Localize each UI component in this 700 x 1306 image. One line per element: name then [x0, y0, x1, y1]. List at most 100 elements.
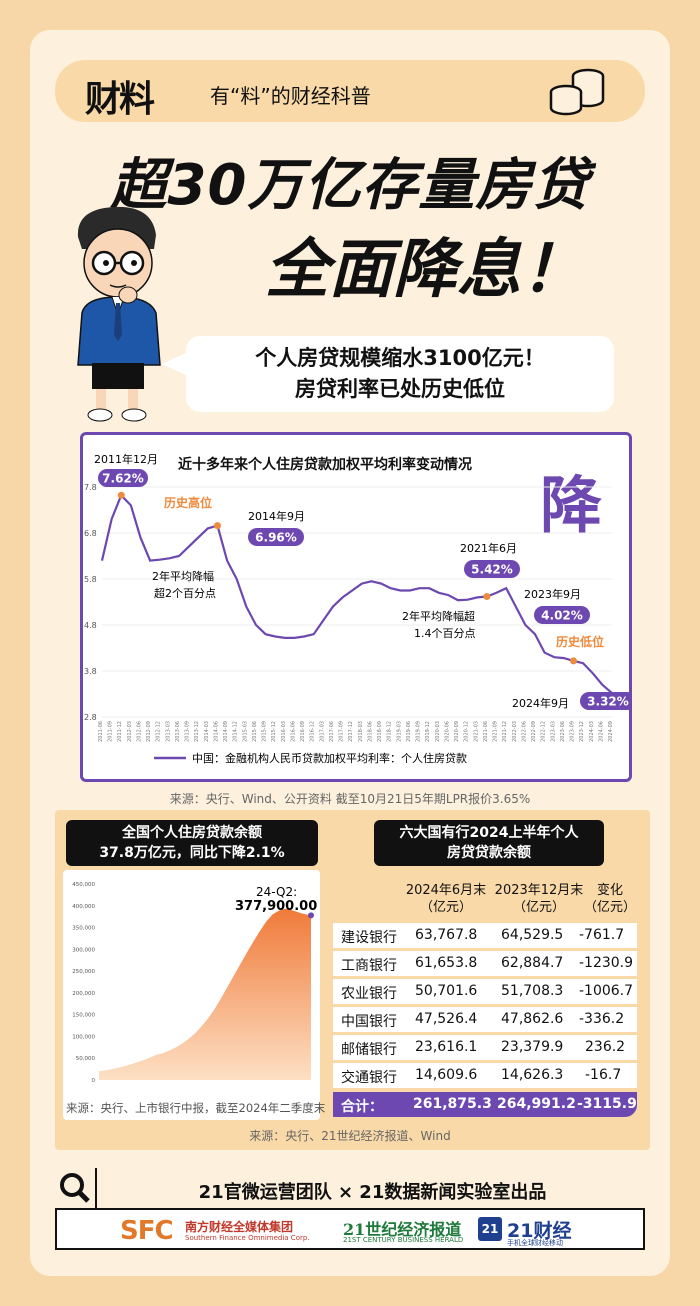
balance-change: -1230.9: [579, 955, 634, 971]
x-tick-label: 2014-06: [213, 721, 219, 742]
a2021-value-pill: [464, 560, 520, 578]
balance-2023: 14,626.3: [501, 1067, 564, 1083]
highlight-point: [213, 522, 221, 530]
a2014-date: 2014年9月: [248, 509, 305, 523]
x-tick-label: 2023-03: [550, 721, 556, 742]
table-row: 建设银行 63,767.8 64,529.5 -761.7: [333, 923, 637, 948]
y-tick-label: 150,000: [72, 1013, 95, 1019]
balance-2024: 61,653.8: [415, 955, 478, 971]
a2014-value-pill: [248, 528, 304, 546]
last-point: [308, 912, 314, 919]
balance-2023: 23,379.9: [501, 1039, 564, 1055]
y-tick-label: 4.8: [84, 621, 97, 630]
bank-title-line-1: 六大国有行2024上半年个人: [399, 825, 579, 841]
a2014-value: 6.96%: [255, 531, 297, 545]
balance-change: 236.2: [585, 1039, 626, 1055]
col-header-3: 变化 （亿元）: [584, 882, 636, 916]
bank-name: 工商银行: [341, 958, 397, 974]
bubble-line-2: 房贷利率已处历史低位: [295, 377, 505, 401]
x-tick-label: 2021-09: [493, 721, 499, 742]
table-row: 交通银行 14,609.6 14,626.3 -16.7: [333, 1063, 637, 1088]
x-tick-label: 2018-06: [367, 721, 373, 742]
x-tick-label: 2014-09: [223, 721, 229, 742]
x-tick-label: 2019-12: [425, 721, 431, 742]
x-tick-label: 2017-12: [348, 721, 354, 742]
brand-slogan: 有“料”的财经科普: [210, 84, 371, 108]
x-tick-label: 2019-03: [396, 721, 402, 742]
21cj-logo-sub: 手机全球财经移动: [507, 1239, 563, 1247]
speech-bubble: 个人房贷规模缩水3100亿元！ 房贷利率已处历史低位: [186, 336, 614, 412]
y-tick-label: 2.8: [84, 713, 97, 722]
x-tick-label: 2012-12: [156, 721, 162, 742]
x-tick-label: 2020-09: [454, 721, 460, 742]
balance-2023: 47,862.6: [501, 1011, 564, 1027]
last-value: 377,900.00: [235, 899, 317, 914]
x-tick-label: 2013-09: [185, 721, 191, 742]
a2024-date: 2024年9月: [512, 696, 569, 710]
total-label: 合计：: [341, 1099, 383, 1115]
rate-series-line: [100, 493, 613, 694]
table-row: 工商银行 61,653.8 62,884.7 -1230.9: [333, 951, 637, 976]
rate-chart-title: 近十多年来个人住房贷款加权平均利率变动情况: [178, 457, 472, 473]
balance-area: [99, 908, 311, 1080]
col-1-line-2: （亿元）: [419, 900, 472, 915]
bubble-tail: [162, 352, 188, 376]
col-1-line-1: 2024年6月末: [405, 883, 487, 898]
peak-note: 历史高位: [164, 495, 212, 510]
balance-change: -761.7: [579, 927, 625, 943]
x-tick-label: 2022-09: [531, 721, 537, 742]
headline-1: 超30万亿存量房贷: [110, 153, 590, 218]
x-tick-label: 2018-12: [387, 721, 393, 742]
x-tick-label: 2016-06: [290, 721, 296, 742]
bank-name: 建设银行: [341, 930, 397, 946]
a2023-date: 2023年9月: [524, 587, 581, 601]
a2024-value: 3.32%: [587, 695, 629, 709]
bank-table-title: 六大国有行2024上半年个人 房贷贷款余额: [374, 820, 604, 866]
big-down-char: 降: [540, 469, 603, 542]
y-tick-label: 350,000: [72, 926, 95, 932]
21cj-logo: 21财经: [507, 1220, 572, 1242]
x-tick-label: 2024-06: [598, 721, 604, 742]
x-tick-label: 2011-12: [117, 721, 123, 742]
drop1-line-1: 2年平均降幅: [152, 569, 214, 583]
x-tick-label: 2023-06: [560, 721, 566, 742]
x-tick-label: 2023-12: [579, 721, 585, 742]
x-tick-label: 2015-12: [271, 721, 277, 742]
footer-credit-bar: [55, 1168, 645, 1210]
bank-name: 交通银行: [341, 1070, 397, 1086]
x-tick-label: 2019-06: [406, 721, 412, 742]
loan-balance-area-chart: 450,000 400,000 350,000 300,000 250,000 200,0…: [72, 882, 317, 1084]
x-tick-label: 2022-12: [541, 721, 547, 742]
x-tick-label: 2015-03: [242, 721, 248, 742]
x-tick-label: 2020-06: [444, 721, 450, 742]
balance-2024: 14,609.6: [415, 1067, 478, 1083]
y-tick-label: 0: [92, 1078, 96, 1084]
rate-chart-source: 来源：央行、Wind、公开资料 截至10月21日5年期LPR报价3.65%: [169, 792, 531, 806]
a2024-value-pill: [580, 692, 632, 710]
table-row: 邮储银行 23,616.1 23,379.9 236.2: [333, 1035, 637, 1060]
x-tick-label: 2016-12: [310, 721, 316, 742]
x-tick-label: 2021-03: [473, 721, 479, 742]
total-change: -3115.9: [577, 1096, 637, 1112]
area-title-line-1: 全国个人住房贷款余额: [122, 825, 262, 841]
x-tick-label: 2011-06: [98, 721, 104, 742]
peak-date: 2011年12月: [94, 452, 158, 466]
x-tick-label: 2013-03: [165, 721, 171, 742]
col-3-line-2: （亿元）: [584, 900, 637, 915]
y-tick-label: 100,000: [72, 1034, 95, 1040]
highlight-point: [570, 657, 578, 665]
footer-credit: 21官微运营团队 × 21数据新闻实验室出品: [198, 1182, 547, 1203]
coins-icon: [549, 68, 605, 116]
21c-herald-logo-en: 21ST CENTURY BUSINESS HERALD: [343, 1236, 464, 1244]
headline-2: 全面降息！: [265, 233, 585, 307]
x-tick-label: 2013-12: [194, 721, 200, 742]
area-title-line-2: 37.8万亿元，同比下降2.1%: [99, 845, 285, 861]
drop2-line-2: 1.4个百分点: [414, 627, 476, 640]
balance-2023: 62,884.7: [501, 955, 564, 971]
sfc-logo-cn: 南方财经全媒体集团: [185, 1220, 294, 1234]
bank-title-line-2: 房贷贷款余额: [447, 845, 531, 861]
peak-value: 7.62%: [102, 472, 144, 486]
bank-name: 中国银行: [341, 1014, 397, 1030]
x-tick-label: 2012-03: [127, 721, 133, 742]
col-2-line-2: （亿元）: [512, 900, 565, 915]
